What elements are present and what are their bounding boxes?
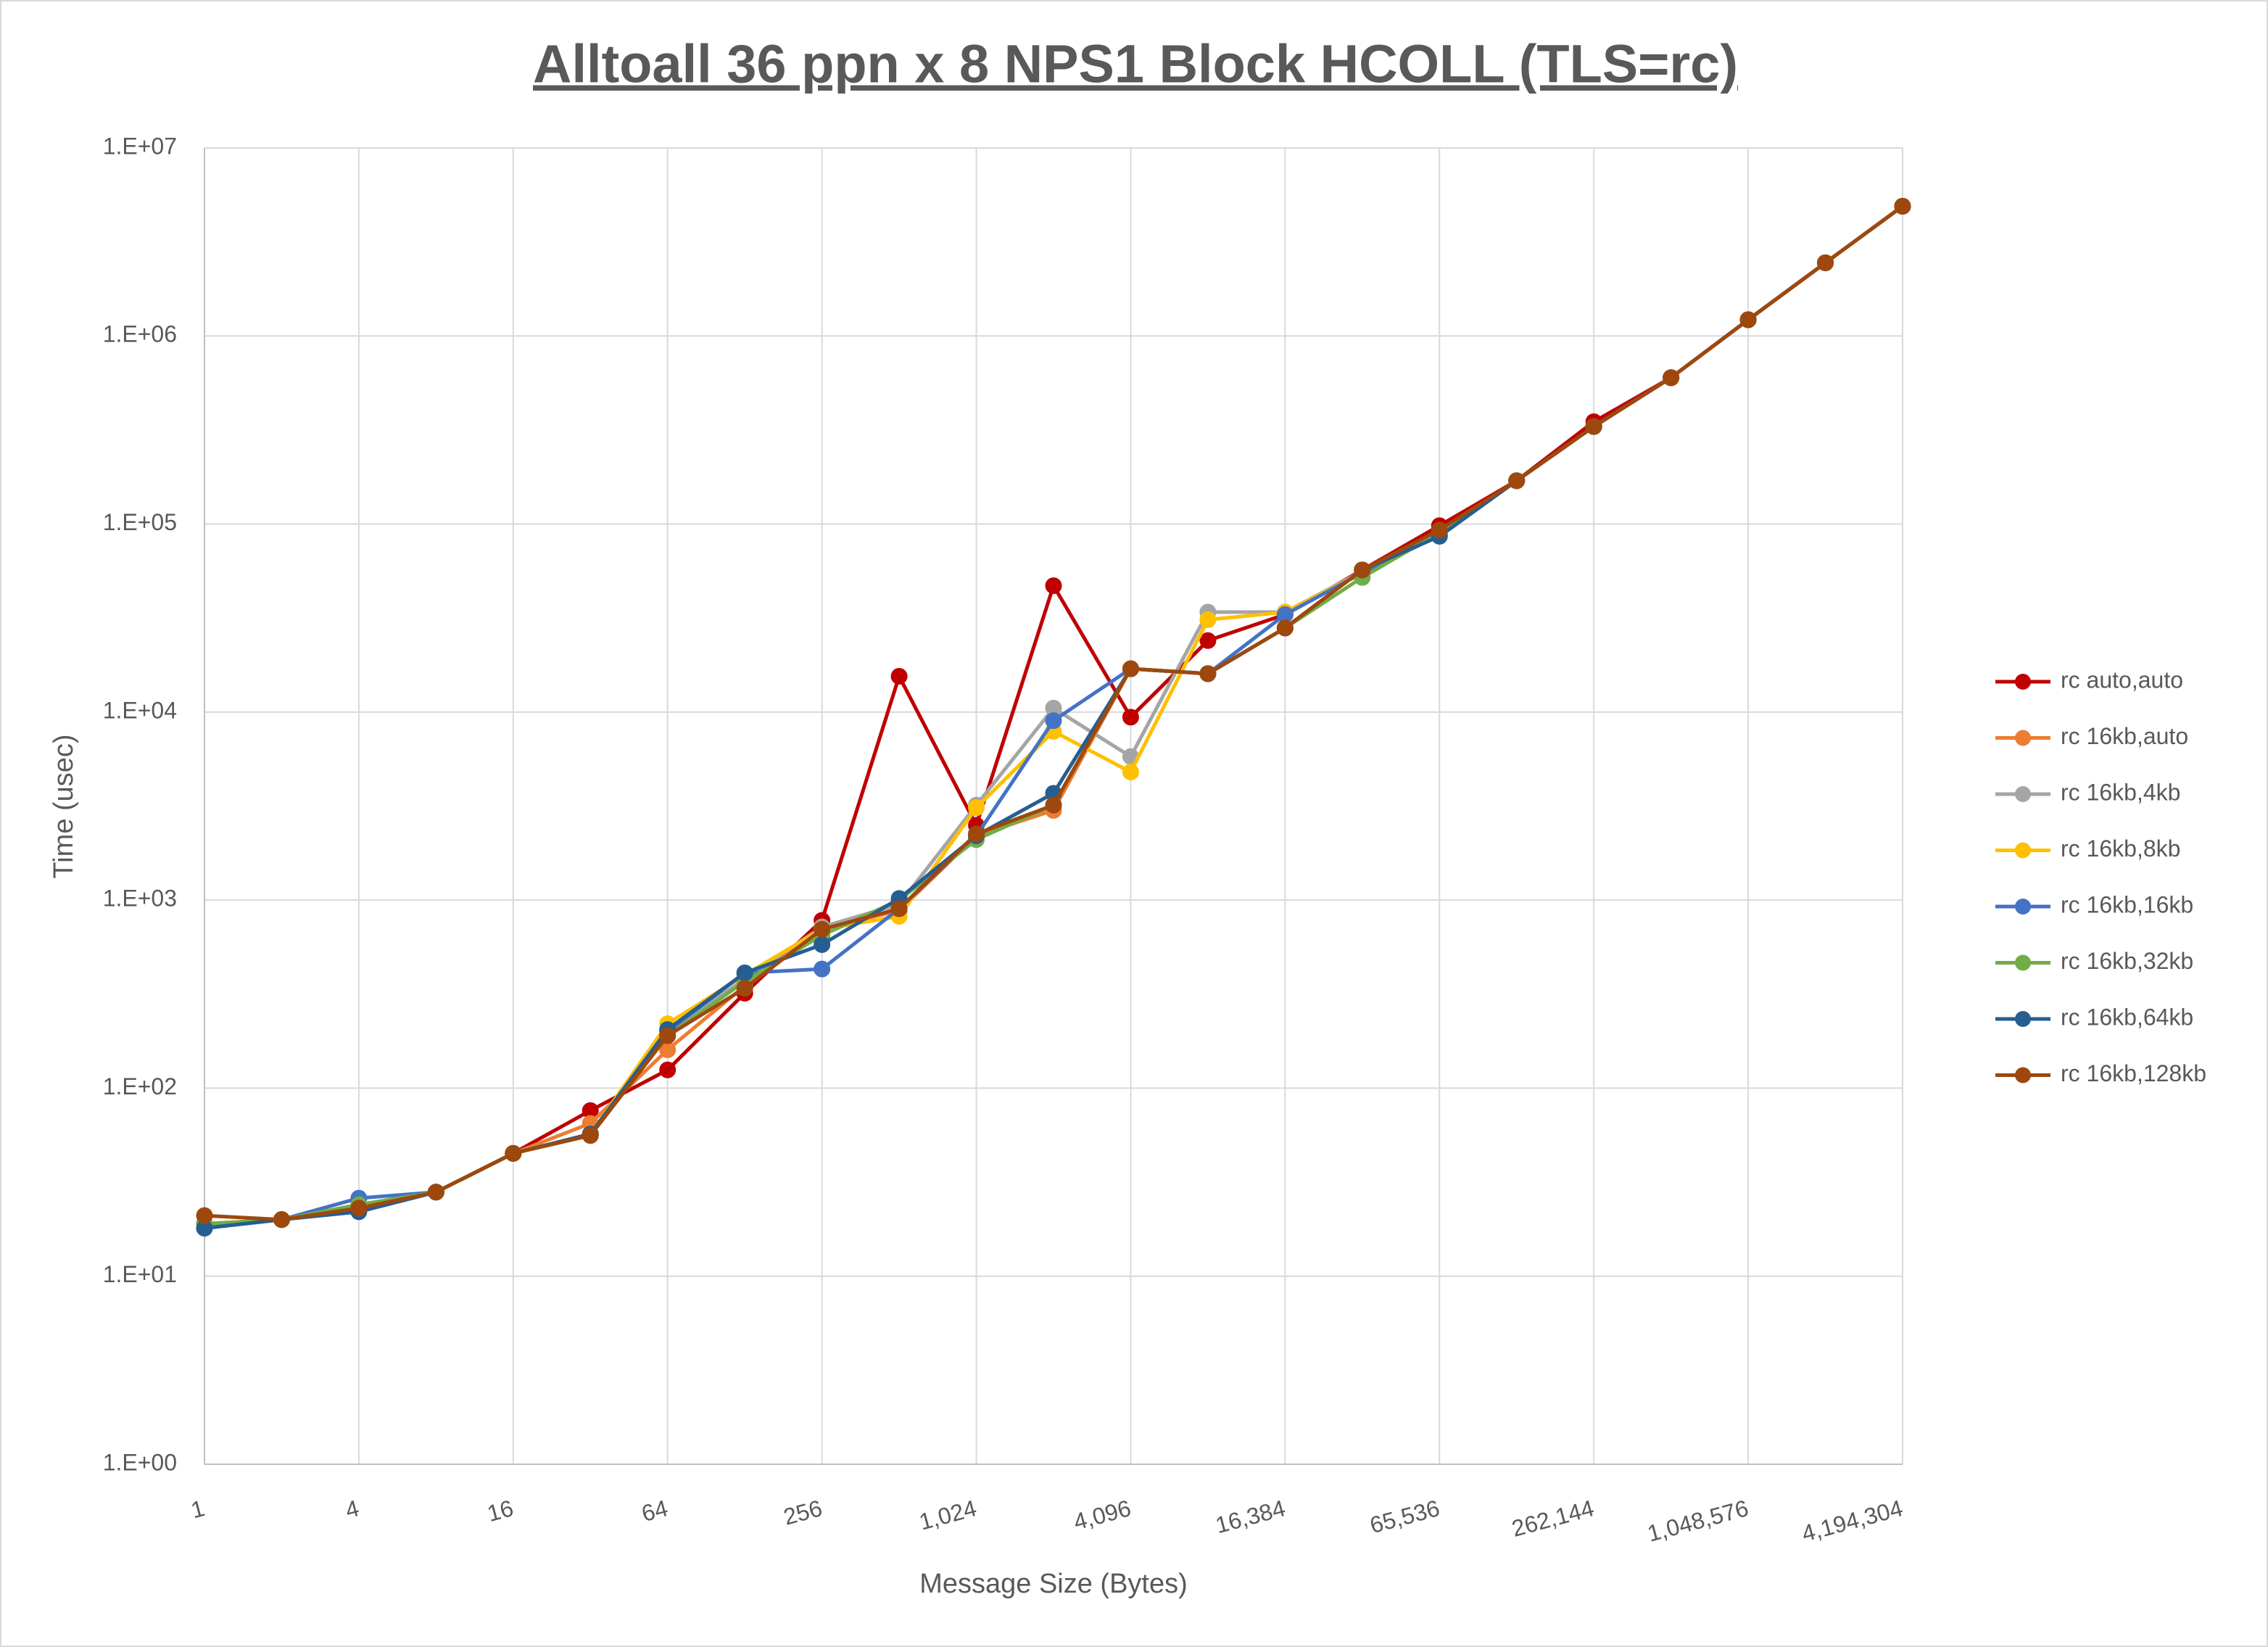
data-point xyxy=(1276,619,1294,637)
data-point xyxy=(890,668,908,685)
data-point xyxy=(505,1144,522,1162)
data-point xyxy=(1199,611,1217,628)
legend-label: rc 16kb,16kb xyxy=(2061,891,2193,917)
y-tick-label: 1.E+07 xyxy=(103,133,177,159)
data-point xyxy=(1354,561,1371,579)
data-point xyxy=(659,1027,676,1044)
data-point xyxy=(1508,472,1526,490)
data-point xyxy=(1045,796,1062,814)
y-tick-label: 1.E+02 xyxy=(103,1073,177,1099)
data-point xyxy=(968,825,985,843)
y-tick-label: 1.E+03 xyxy=(103,886,177,912)
legend-marker xyxy=(2015,954,2031,971)
data-point xyxy=(427,1184,444,1201)
data-point xyxy=(1199,665,1217,682)
data-point xyxy=(1199,632,1217,649)
x-axis-label: Message Size (Bytes) xyxy=(919,1569,1188,1599)
data-point xyxy=(659,1061,676,1078)
y-axis-label: Time (usec) xyxy=(49,734,79,878)
legend-marker xyxy=(2015,786,2031,802)
legend-label: rc 16kb,64kb xyxy=(2061,1004,2193,1030)
data-point xyxy=(736,980,753,997)
y-tick-label: 1.E+01 xyxy=(103,1261,177,1287)
legend-label: rc 16kb,32kb xyxy=(2061,948,2193,974)
legend-marker xyxy=(2015,1011,2031,1027)
legend-marker xyxy=(2015,842,2031,859)
data-point xyxy=(1739,311,1757,329)
data-point xyxy=(968,799,985,817)
data-point xyxy=(1663,369,1680,387)
data-point xyxy=(814,960,831,978)
legend-label: rc 16kb,4kb xyxy=(2061,779,2180,805)
data-point xyxy=(1894,197,1911,215)
data-point xyxy=(273,1211,290,1229)
legend-marker xyxy=(2015,899,2031,915)
data-point xyxy=(196,1207,213,1224)
data-point xyxy=(1817,254,1834,271)
data-point xyxy=(582,1127,599,1144)
data-point xyxy=(814,920,831,938)
data-point xyxy=(350,1200,368,1217)
legend-label: rc auto,auto xyxy=(2061,666,2183,693)
chart-title: Alltoall 36 ppn x 8 NPS1 Block HCOLL (TL… xyxy=(533,34,1738,94)
data-point xyxy=(890,900,908,917)
data-point xyxy=(814,936,831,953)
legend-marker xyxy=(2015,674,2031,690)
y-tick-label: 1.E+05 xyxy=(103,509,177,535)
legend-label: rc 16kb,auto xyxy=(2061,723,2188,749)
data-point xyxy=(1045,577,1062,595)
legend-label: rc 16kb,8kb xyxy=(2061,835,2180,862)
data-point xyxy=(736,965,753,982)
y-tick-label: 1.E+04 xyxy=(103,697,177,723)
data-point xyxy=(1122,764,1139,781)
data-point xyxy=(1122,660,1139,677)
legend-label: rc 16kb,128kb xyxy=(2061,1060,2206,1086)
y-tick-label: 1.E+06 xyxy=(103,321,177,347)
legend-marker xyxy=(2015,730,2031,746)
data-point xyxy=(1045,712,1062,730)
data-point xyxy=(1431,521,1448,539)
y-tick-label: 1.E+00 xyxy=(103,1449,177,1475)
data-point xyxy=(1585,418,1602,435)
data-point xyxy=(1122,709,1139,726)
legend-marker xyxy=(2015,1067,2031,1083)
